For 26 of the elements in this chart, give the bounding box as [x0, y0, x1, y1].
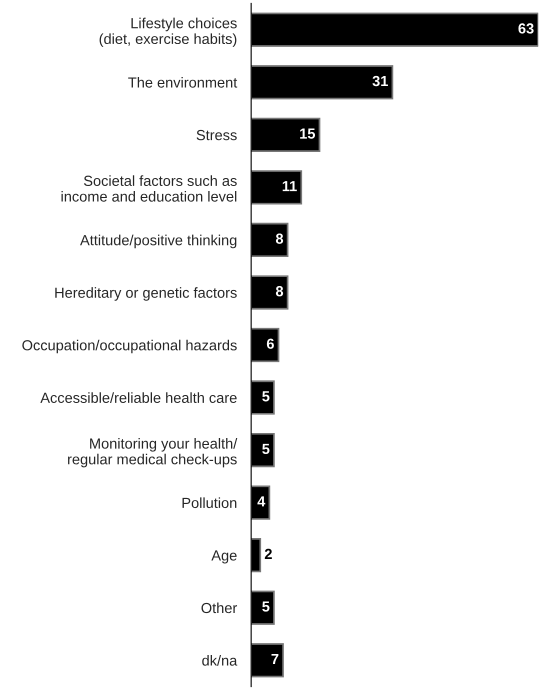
data-label: 5 [262, 444, 270, 454]
data-label: 8 [276, 286, 284, 296]
y-tick-label: dk/na [202, 654, 238, 666]
data-label: 5 [262, 601, 270, 612]
y-tick-label: Monitoring your health/ regular medical check-ups [68, 438, 238, 468]
data-label: 7 [272, 654, 278, 664]
y-tick-label: Age [211, 550, 237, 564]
data-label: 2 [264, 548, 272, 559]
y-tick-label: The environment [128, 76, 238, 88]
y-tick-label: Stress [196, 130, 237, 140]
y-tick-label: Accessible/reliable health care [40, 392, 237, 403]
data-label: 8 [276, 233, 284, 244]
data-label: 15 [300, 128, 316, 139]
data-label: 5 [262, 391, 270, 402]
y-tick-label: Other [201, 602, 238, 614]
data-label: 6 [266, 338, 274, 349]
y-tick-label: Societal factors such as income and education level [62, 175, 237, 202]
y-tick-label: Occupation/occupational hazards [22, 340, 237, 354]
y-tick-label: Attitude/positive thinking [80, 234, 236, 248]
y-tick-label: Pollution [182, 497, 236, 508]
data-label: 4 [257, 496, 266, 506]
y-tick-label: Hereditary or genetic factors [55, 287, 237, 301]
data-label: 11 [282, 181, 297, 192]
data-label: 31 [372, 76, 388, 86]
y-tick-label: Lifestyle choices (diet, exercise habits) [100, 18, 237, 47]
data-label: 63 [518, 23, 534, 34]
